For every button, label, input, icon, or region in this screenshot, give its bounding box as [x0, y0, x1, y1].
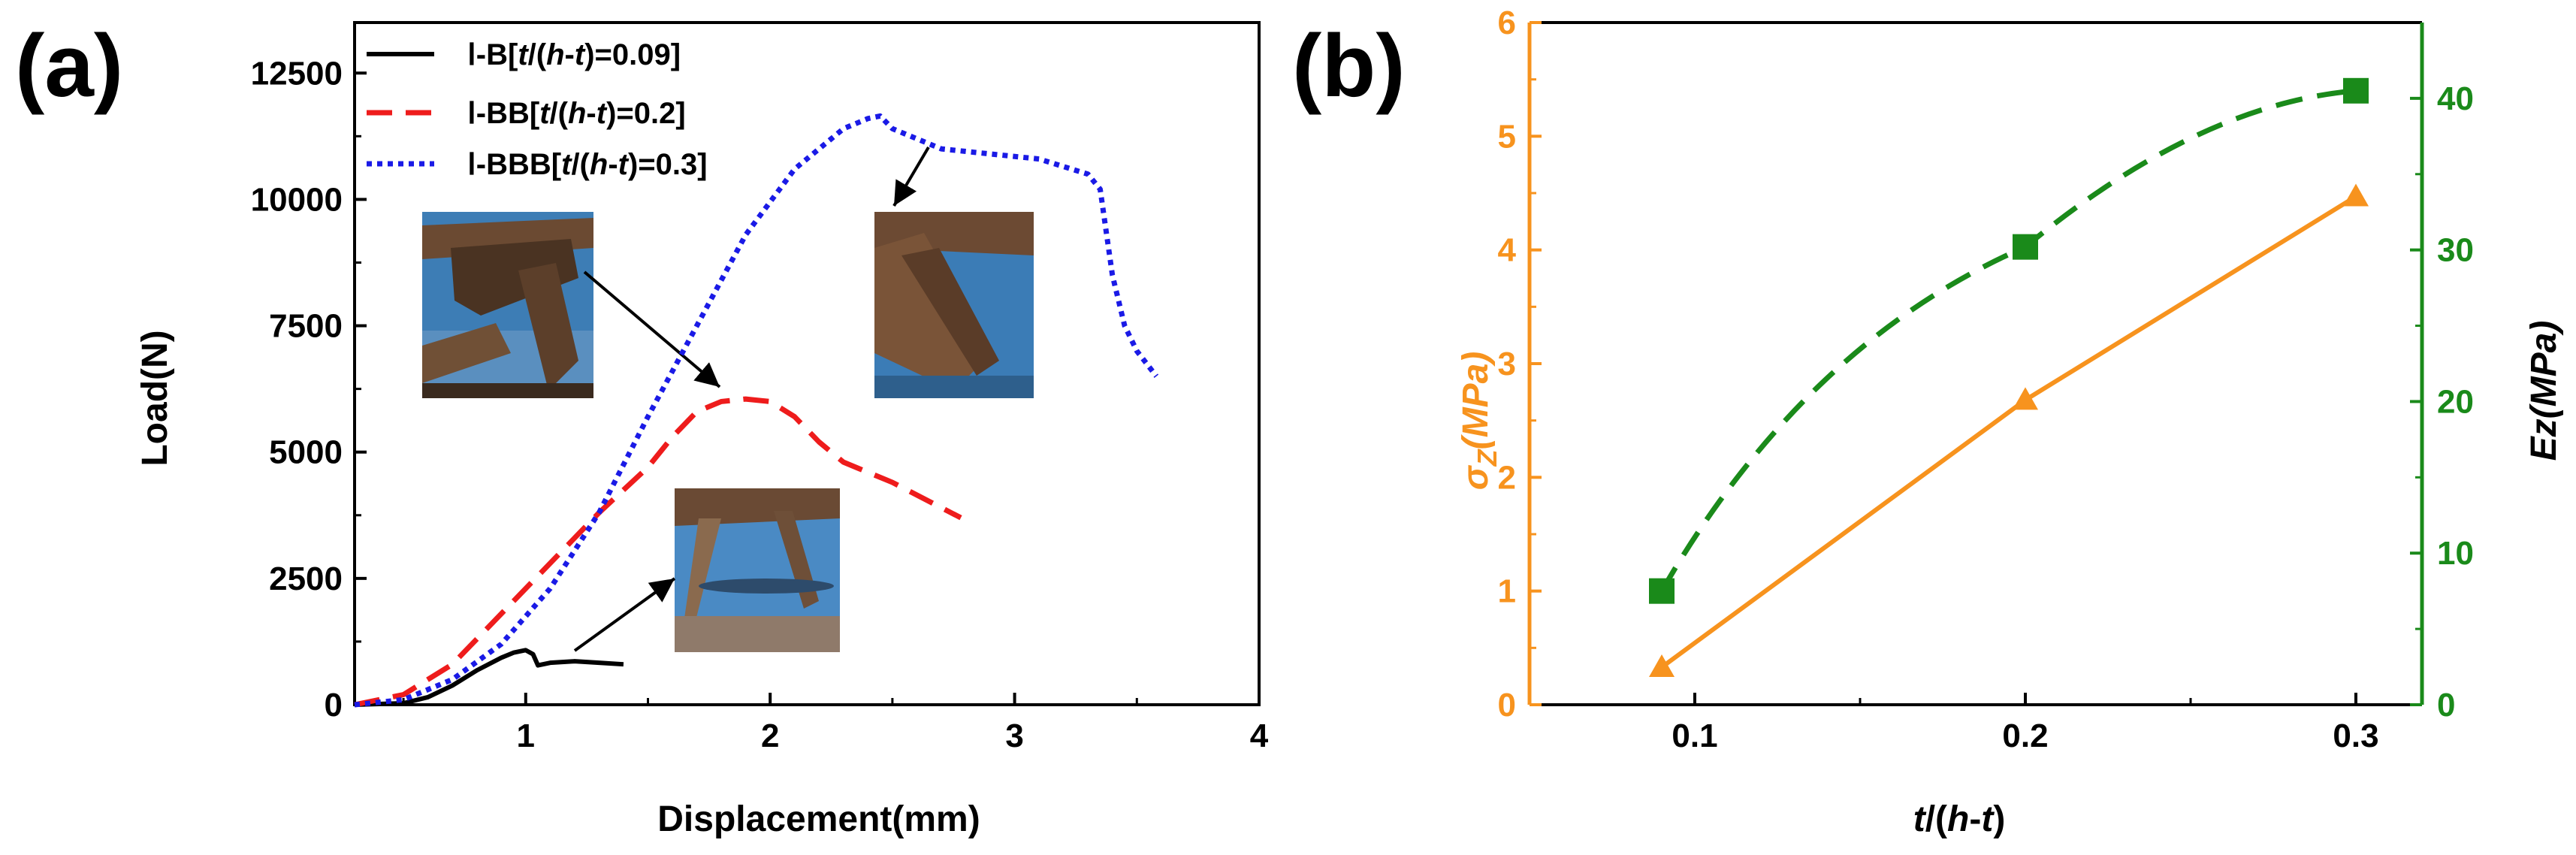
svg-text:Ⅰ-BBB[t/(h-t)=0.3]: Ⅰ-BBB[t/(h-t)=0.3] — [467, 148, 708, 181]
y-left-tick-label: 2 — [1498, 459, 1516, 496]
panel-a-xlabel: Displacement(mm) — [657, 799, 980, 839]
panel-a-ylabel: Load(N) — [135, 330, 175, 466]
svg-text:Ⅰ-BB[t/(h-t)=0.2]: Ⅰ-BB[t/(h-t)=0.2] — [467, 97, 686, 130]
y-tick-label-a: 7500 — [269, 308, 343, 345]
series-line-dot — [354, 113, 1159, 708]
sigma-point — [1649, 654, 1675, 678]
x-tick-label-a: 2 — [761, 718, 779, 754]
y-tick-label-a: 5000 — [269, 434, 343, 471]
panel-a-series — [354, 113, 1159, 708]
y-right-tick-label: 40 — [2437, 80, 2474, 117]
y-right-tick-label: 20 — [2437, 383, 2474, 420]
sigma-line — [1660, 194, 2357, 669]
legend-entry-dot: Ⅰ-BBB[t/(h-t)=0.3] — [367, 148, 708, 181]
y-right-tick-label: 0 — [2437, 687, 2455, 724]
y-tick-label-a: 2500 — [269, 560, 343, 597]
y-tick-label-a: 12500 — [251, 55, 343, 92]
x-tick-label-b: 0.1 — [1672, 718, 1717, 754]
panel-b-axes: 0.1 0.2 0.3 0 1 2 3 4 5 6 0 10 20 30 40 — [1498, 5, 2474, 754]
y-right-tick-label: 30 — [2437, 232, 2474, 269]
y-right-tick-label: 10 — [2437, 535, 2474, 572]
panel-a-legend: Ⅰ-B[t/(h-t)=0.09] Ⅰ-BB[t/(h-t)=0.2] Ⅰ-BB… — [367, 38, 708, 181]
series-line-solid — [354, 648, 624, 707]
legend-prefix: Ⅰ — [467, 38, 476, 71]
panel-b-xlabel: t/(h-t) — [1913, 799, 2006, 839]
x-tick-label-b: 0.3 — [2333, 718, 2378, 754]
panel-a-axes: 1 2 3 4 0 2500 5000 7500 10000 12500 — [251, 21, 1269, 754]
x-tick-label-a: 4 — [1250, 718, 1269, 754]
panel-b-ylabel-left: σZ(MPa) — [1456, 352, 1502, 491]
y-left-tick-label: 1 — [1498, 573, 1516, 610]
y-tick-label-a: 10000 — [251, 181, 343, 218]
ez-point — [2343, 77, 2369, 104]
specimen-photo-3 — [675, 488, 840, 652]
panel-a-callout-arrows — [573, 146, 930, 652]
x-tick-label-a: 1 — [517, 718, 535, 754]
y-left-tick-label: 6 — [1498, 5, 1516, 41]
panel-b-series — [1649, 77, 2369, 678]
panel-label-b: (b) — [1292, 17, 1406, 116]
x-tick-label-b: 0.2 — [2002, 718, 2048, 754]
series-line-dash — [354, 396, 962, 708]
legend-entry-dash: Ⅰ-BB[t/(h-t)=0.2] — [367, 97, 686, 130]
arrow-photo-3 — [573, 577, 676, 652]
ez-point — [1649, 578, 1675, 604]
panel-label-a: (a) — [15, 17, 123, 116]
arrow-photo-1 — [583, 270, 721, 388]
arrow-photo-2 — [892, 146, 930, 207]
y-tick-label-a: 0 — [325, 687, 343, 724]
panel-a-photos — [422, 212, 1034, 652]
y-left-tick-label: 3 — [1498, 346, 1516, 382]
svg-text:Ⅰ-B[t/(h-t)=0.09]: Ⅰ-B[t/(h-t)=0.09] — [467, 38, 681, 71]
sigma-point — [2013, 387, 2038, 410]
y-left-tick-label: 4 — [1498, 232, 1517, 269]
ez-point — [2013, 234, 2038, 260]
specimen-photo-2 — [874, 212, 1034, 398]
ez-line — [1659, 88, 2357, 593]
sigma-point — [2343, 183, 2369, 207]
panel-b-ylabel-right: Ez(MPa) — [2524, 321, 2564, 461]
legend-entry-solid: Ⅰ-B[t/(h-t)=0.09] — [367, 38, 681, 71]
panel-a-frame — [353, 21, 1261, 706]
specimen-photo-1 — [422, 212, 593, 398]
x-tick-label-a: 3 — [1005, 718, 1023, 754]
y-left-tick-label: 5 — [1498, 118, 1516, 155]
y-left-tick-label: 0 — [1498, 687, 1516, 724]
